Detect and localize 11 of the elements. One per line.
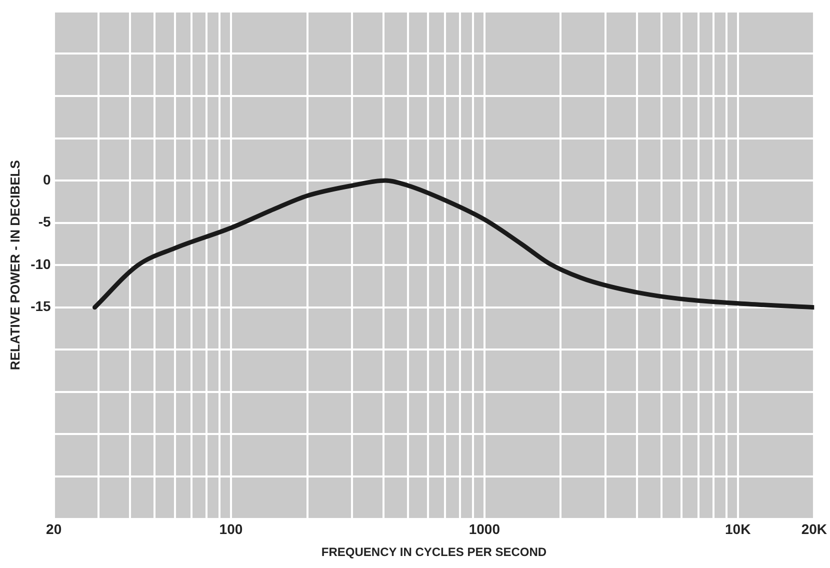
x-tick-label: 100 <box>219 521 243 538</box>
y-tick-label: -10 <box>30 256 52 272</box>
x-tick-label: 20K <box>801 521 827 538</box>
y-tick-label: 0 <box>43 171 52 188</box>
x-tick-label: 20 <box>46 521 62 538</box>
x-tick-label: 10K <box>725 521 751 538</box>
y-axis-title: RELATIVE POWER - IN DECIBELS <box>7 160 22 370</box>
x-axis-title: FREQUENCY IN CYCLES PER SECOND <box>321 545 547 560</box>
x-tick-label: 1000 <box>468 521 500 538</box>
y-tick-label: -5 <box>38 214 52 230</box>
y-tick-label: -15 <box>30 298 52 314</box>
